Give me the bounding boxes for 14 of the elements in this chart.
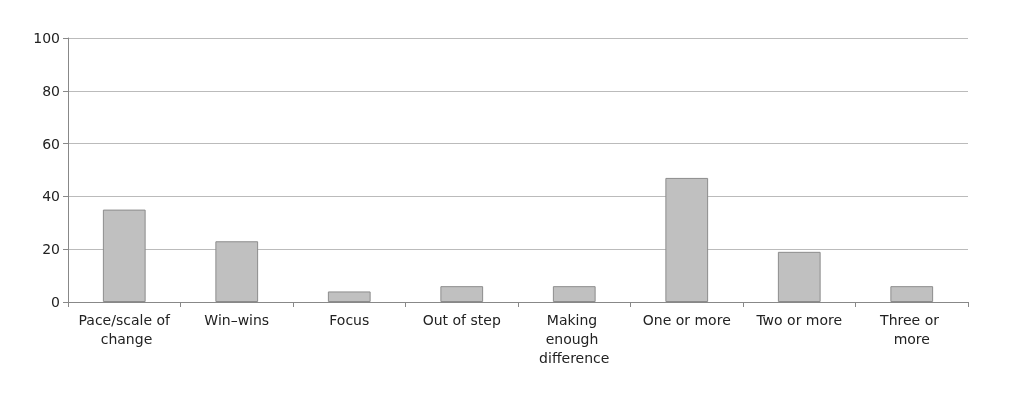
x-tick-label: One or more [642, 311, 731, 328]
x-tick-label: Out of step [422, 311, 501, 328]
x-tick-label: Win–wins [204, 311, 270, 328]
y-tick-label: 60 [42, 135, 60, 152]
y-tick-label: 0 [51, 294, 60, 310]
x-tick-label: Focus [329, 311, 370, 328]
x-tick-label: Two or more [755, 311, 843, 328]
y-tick-label: 40 [42, 188, 60, 205]
x-tick-label: Three or more [879, 311, 944, 347]
y-tick-label: 80 [42, 82, 60, 99]
x-tick-label: Making enough difference [539, 311, 610, 366]
y-tick-label: 100 [33, 30, 60, 46]
x-tick-label: Pace/scale of change [78, 311, 172, 347]
y-tick-label: 20 [42, 241, 60, 258]
